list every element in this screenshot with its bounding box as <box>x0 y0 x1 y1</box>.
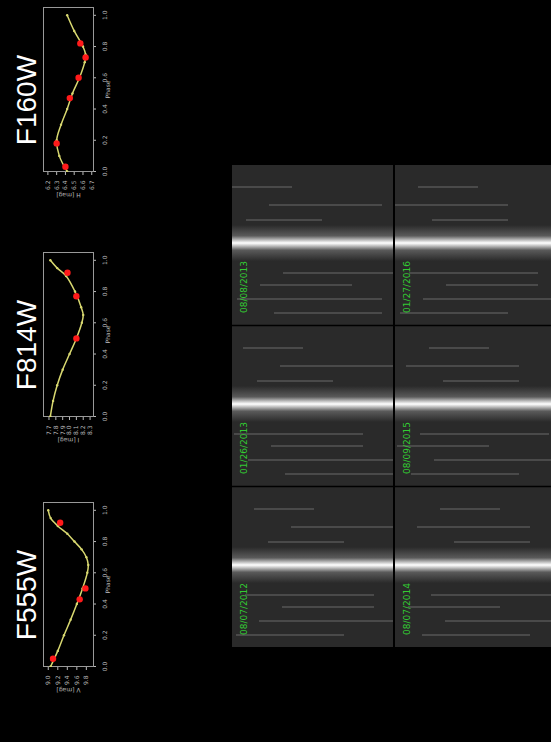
svg-text:9.6: 9.6 <box>73 675 80 685</box>
svg-text:0.2: 0.2 <box>101 380 108 390</box>
svg-text:0.0: 0.0 <box>101 662 108 672</box>
svg-text:0.2: 0.2 <box>101 135 108 145</box>
svg-text:0.6: 0.6 <box>100 568 108 578</box>
svg-text:6.3: 6.3 <box>53 180 60 190</box>
svg-text:08/07/2014: 08/07/2014 <box>402 583 412 635</box>
svg-text:F555W: F555W <box>11 549 42 640</box>
svg-text:9.0: 9.0 <box>44 675 51 685</box>
svg-text:0.8: 0.8 <box>101 42 108 52</box>
svg-text:Phase: Phase <box>104 80 111 98</box>
svg-text:8.3: 8.3 <box>86 425 93 435</box>
svg-text:0.6: 0.6 <box>100 73 108 83</box>
svg-text:V [mag]: V [mag] <box>56 686 80 694</box>
svg-text:0.2: 0.2 <box>101 630 108 640</box>
svg-text:7.7: 7.7 <box>44 425 52 435</box>
svg-text:8.1: 8.1 <box>72 425 80 435</box>
svg-text:6.4: 6.4 <box>61 180 68 190</box>
svg-text:F160W: F160W <box>11 54 42 145</box>
svg-text:1.0: 1.0 <box>101 255 108 265</box>
svg-text:Phase: Phase <box>104 575 111 593</box>
svg-text:6.7: 6.7 <box>88 180 95 190</box>
svg-text:0.4: 0.4 <box>101 599 108 609</box>
svg-text:1.0: 1.0 <box>101 505 108 515</box>
svg-text:08/07/2012: 08/07/2012 <box>239 583 249 635</box>
svg-text:0.8: 0.8 <box>101 287 108 297</box>
svg-text:0.0: 0.0 <box>101 412 108 422</box>
svg-text:I [mag]: I [mag] <box>58 436 80 444</box>
svg-text:Phase: Phase <box>104 325 111 343</box>
svg-text:01/26/2013: 01/26/2013 <box>239 422 249 474</box>
svg-text:7.8: 7.8 <box>51 425 59 435</box>
svg-text:0.6: 0.6 <box>100 318 108 328</box>
svg-text:1.0: 1.0 <box>101 10 108 20</box>
svg-text:6.2: 6.2 <box>44 180 51 190</box>
svg-text:01/27/2016: 01/27/2016 <box>402 261 412 313</box>
svg-text:08/08/2013: 08/08/2013 <box>239 261 249 313</box>
svg-text:H [mag]: H [mag] <box>56 191 80 199</box>
svg-text:9.2: 9.2 <box>54 675 61 685</box>
svg-text:0.4: 0.4 <box>101 104 108 114</box>
svg-text:9.8: 9.8 <box>82 675 89 685</box>
svg-text:8.2: 8.2 <box>79 425 87 435</box>
svg-text:0.8: 0.8 <box>101 537 108 547</box>
svg-text:F814W: F814W <box>11 299 42 390</box>
svg-text:6.6: 6.6 <box>79 180 86 190</box>
svg-text:6.5: 6.5 <box>70 180 77 190</box>
svg-text:0.0: 0.0 <box>101 167 108 177</box>
svg-text:9.4: 9.4 <box>63 675 70 685</box>
svg-text:8.0: 8.0 <box>65 425 73 435</box>
svg-text:0.4: 0.4 <box>101 349 108 359</box>
svg-text:7.9: 7.9 <box>58 425 66 435</box>
svg-text:08/09/2015: 08/09/2015 <box>402 422 412 474</box>
